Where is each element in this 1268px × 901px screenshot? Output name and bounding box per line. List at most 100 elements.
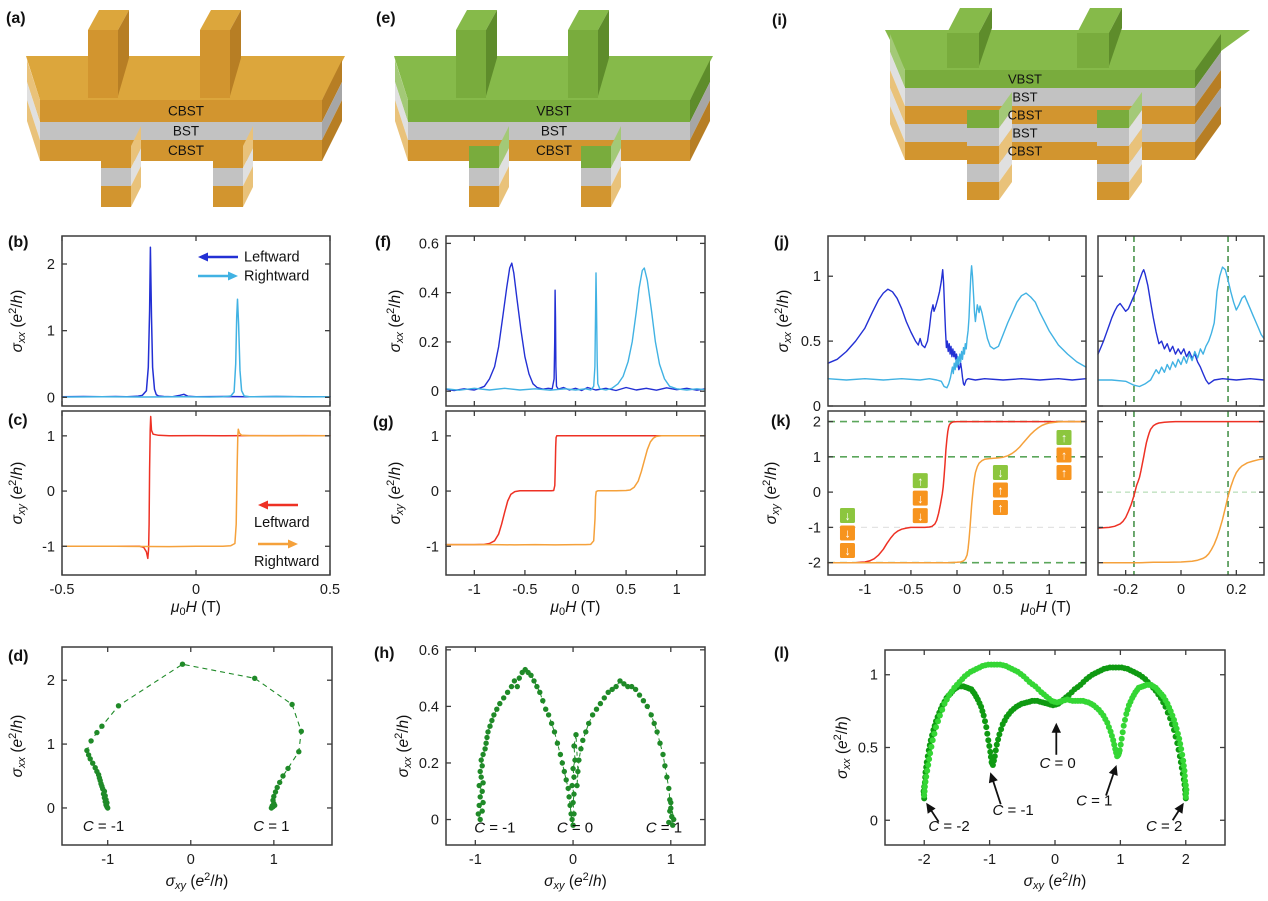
arm-side-face (979, 8, 992, 66)
legend-label: Rightward (244, 269, 309, 285)
arm-top-face (200, 10, 241, 30)
lower-arm (101, 126, 141, 207)
chern-label: C = 0 (557, 819, 593, 836)
lower-arm-cap (611, 166, 621, 207)
upper-arm (947, 8, 992, 68)
spin-square-orange (839, 525, 855, 541)
curve-rightward (1097, 266, 1265, 388)
x-tick-label: 0 (1051, 852, 1059, 868)
x-tick-label: 1 (673, 582, 681, 598)
curve-leftward (827, 420, 1087, 564)
y-tick-label: 0.5 (858, 741, 878, 757)
y-tick-label: 0 (813, 485, 821, 501)
y-tick-label: 1 (813, 269, 821, 285)
chart-f: 0 0.2 0.4 0.6 σxx (e2/h) (385, 235, 706, 407)
chern-label: C = 1 (1076, 793, 1112, 810)
chern-label: C = 1 (253, 818, 289, 835)
x-tick-label: 0.2 (1226, 582, 1246, 598)
x-tick-label: -0.2 (1113, 582, 1138, 598)
arrowhead-icon (926, 802, 936, 814)
lower-arm (1097, 92, 1142, 200)
x-tick-label: 1 (270, 852, 278, 868)
x-tick-label: 0 (1177, 582, 1185, 598)
legend-label: Leftward (244, 250, 300, 266)
device-i: VBST BST CBST BST CBST (885, 8, 1250, 200)
layer-front-CBST (905, 142, 1195, 160)
bar-left-cap (395, 60, 408, 122)
y-tick-label: 0 (431, 384, 439, 400)
bar-right-cap (322, 82, 342, 140)
chern-label: C = 2 (1146, 818, 1182, 835)
plot-frame (61, 646, 333, 846)
x-axis-label: σxy (e2/h) (544, 871, 607, 892)
upper-arm (568, 10, 609, 98)
spin-square-orange (992, 499, 1008, 515)
curve-rightward (827, 420, 1087, 564)
y-tick-label: 0.2 (419, 756, 439, 772)
y-tick-label: 0.6 (419, 643, 439, 659)
spin-arrow-down-icon: ↓ (917, 492, 923, 506)
arm-side-face (1109, 8, 1122, 66)
right-arrow-icon (228, 271, 238, 281)
bar-left-cap (890, 52, 905, 106)
x-tick-label: 0 (569, 852, 577, 868)
y-tick-label: -1 (808, 520, 821, 536)
annotation-arrow (1105, 770, 1116, 796)
y-tick-label: 2 (47, 257, 55, 273)
arm-top-face (1077, 8, 1122, 33)
annotation-arrow (991, 777, 1002, 805)
layer-label-CBST: CBST (536, 143, 572, 158)
panel-label-d: (d) (8, 648, 29, 665)
device-e: VBST BST CBST (394, 10, 713, 207)
x-tick-label: -2 (918, 852, 931, 868)
chart-g: -1 -0.5 0 0.5 1 -1 0 1 σxy (e2/h) μ0H (T) (385, 410, 706, 618)
lower-arm-cap (243, 148, 253, 186)
x-tick-label: -1 (858, 582, 871, 598)
lower-arm-cap (1129, 164, 1142, 200)
panel-label-f: (f) (375, 234, 391, 251)
legend-label: Leftward (254, 515, 310, 531)
lower-arm-cap (499, 166, 509, 207)
curve-rightward (827, 265, 1087, 389)
layer-front-VBST (905, 70, 1195, 88)
layer-front-VBST (408, 100, 690, 122)
chart-h: C = -1 C = 0 C = 1 -1 0 1 0 0.2 0.4 0.6 σxx (e2/h)… (393, 643, 706, 892)
y-axis-label: σxy (e2/h) (7, 462, 28, 525)
chart-l: C = -2 C = -1 C = 0 C = 1 C = 2 -2 -1 0 1 2 0 0.5 1 σ… (832, 649, 1226, 892)
spin-arrow-up-icon: ↑ (1061, 431, 1067, 445)
layer-label-CBST: CBST (1008, 144, 1043, 159)
y-tick-label: 2 (813, 415, 821, 431)
bar-right-cap (690, 60, 710, 122)
curve-rightward (61, 428, 331, 548)
y-axis-label: σxy (e2/h) (761, 462, 782, 525)
legend: Leftward Rightward (198, 250, 309, 285)
curve-rightward (445, 435, 706, 546)
y-tick-label: -1 (42, 539, 55, 555)
bar-left-cap (27, 100, 40, 161)
upper-arm (88, 10, 129, 98)
y-tick-label: 1 (47, 737, 55, 753)
lower-arm (581, 126, 621, 207)
y-axis-label: σxx (e2/h) (7, 715, 28, 778)
arm-top-face (947, 8, 992, 33)
chern-label: C = 1 (646, 819, 682, 836)
layer-label-VBST: VBST (536, 104, 571, 119)
lower-arm-cap (1129, 92, 1142, 128)
curve-rightward (1097, 457, 1265, 564)
y-axis-label: σxx (e2/h) (7, 290, 28, 353)
lower-arm-cap (243, 166, 253, 207)
y-tick-label: -1 (426, 539, 439, 555)
x-tick-label: 0 (192, 582, 200, 598)
bar-left-cap (890, 88, 905, 142)
layer-front-BST (905, 88, 1195, 106)
spin-stack-icon: ↓ ↑ ↑ (992, 464, 1008, 515)
lower-arm-cap (499, 126, 509, 168)
upper-arm (1077, 8, 1122, 68)
bar-left-cap (890, 106, 905, 160)
curve-leftward (445, 435, 706, 546)
x-tick-label: 0 (571, 582, 579, 598)
chern-label: C = -2 (928, 818, 969, 835)
layer-label-BST: BST (541, 124, 567, 139)
chart-d: C = -1 C = 1 -1 0 1 0 1 2 σxx (e2/h) σxy (e2/h) (7, 646, 333, 892)
